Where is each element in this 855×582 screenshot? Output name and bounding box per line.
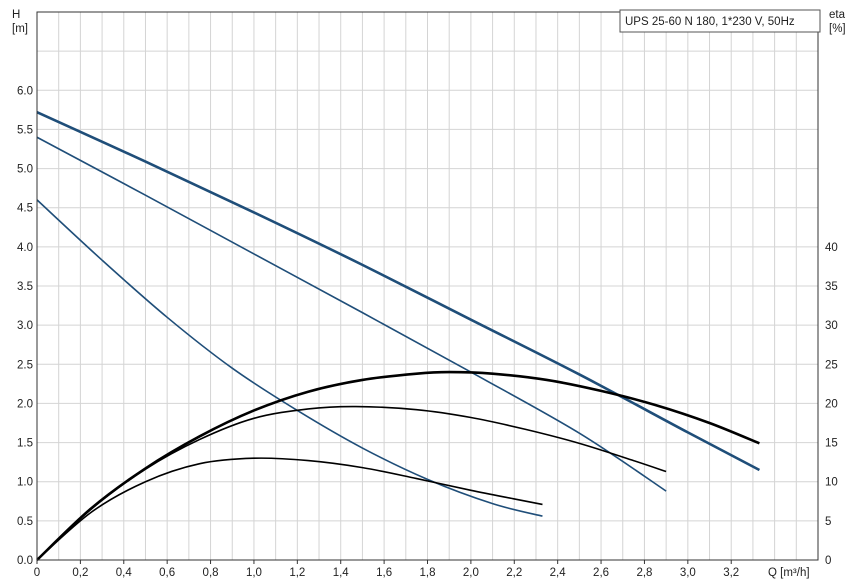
x-tick-label: 0,2 — [72, 567, 88, 579]
y2-tick-label: 10 — [825, 477, 838, 489]
x-tick-labels: 0 0,2 0,4 0,6 0,8 1,0 1,2 1,4 1,6 1,8 2,0 2,2 2,4 2,6… — [34, 560, 739, 579]
legend-title: UPS 25-60 N 180, 1*230 V, 50Hz — [625, 16, 795, 28]
y-tick-label: 4.0 — [17, 242, 33, 254]
y-tick-label: 4.5 — [17, 203, 33, 215]
y-axis-unit: [m] — [12, 23, 28, 35]
x-tick-label: 2,6 — [593, 567, 609, 579]
y-tick-label: 5.5 — [17, 124, 33, 136]
x-tick-label: 1,6 — [376, 567, 392, 579]
x-tick-label: 0 — [34, 567, 40, 579]
x-tick-label: 0,8 — [203, 567, 219, 579]
y-tick-label: 1.5 — [17, 438, 33, 450]
x-tick-label: 1,2 — [289, 567, 305, 579]
curves — [36, 111, 761, 561]
y-tick-label: 6.0 — [17, 85, 33, 97]
y-tick-label: 1.0 — [17, 477, 33, 489]
y-axis-title: H — [12, 9, 20, 21]
y2-axis-title: eta — [829, 9, 846, 21]
efficiency-curve-5 — [36, 405, 667, 561]
y-tick-label: 0.5 — [17, 516, 33, 528]
x-tick-label: 2,2 — [506, 567, 522, 579]
x-tick-label: 3,2 — [723, 567, 739, 579]
y-tick-label: 3.0 — [17, 320, 33, 332]
y-tick-labels: 0.0 0.5 1.0 1.5 2.0 2.5 3.0 3.5 4.0 4.5 5.0 5.5 6.0 — [17, 85, 33, 567]
x-tick-label: 1,4 — [333, 567, 350, 579]
head-curve-1 — [36, 111, 761, 472]
efficiency-curve-6 — [36, 457, 543, 561]
y-tick-label: 3.5 — [17, 281, 33, 293]
y2-tick-label: 15 — [825, 438, 838, 450]
y2-tick-labels: 0 5 10 15 20 25 30 35 40 — [825, 242, 838, 567]
x-tick-label: 1,0 — [246, 567, 262, 579]
x-tick-label: 0,6 — [159, 567, 175, 579]
y-tick-label: 2.0 — [17, 398, 33, 410]
head-curve-2 — [36, 136, 667, 492]
y2-tick-label: 25 — [825, 359, 838, 371]
x-axis-title: Q [m³/h] — [768, 567, 810, 579]
y-tick-label: 2.5 — [17, 359, 33, 371]
y2-tick-label: 5 — [825, 516, 831, 528]
y2-axis-unit: [%] — [829, 23, 846, 35]
y2-tick-label: 20 — [825, 398, 838, 410]
y2-tick-label: 35 — [825, 281, 838, 293]
x-tick-label: 0,4 — [116, 567, 133, 579]
y-tick-label: 0.0 — [17, 555, 33, 567]
y2-tick-label: 40 — [825, 242, 838, 254]
y2-tick-label: 30 — [825, 320, 838, 332]
x-tick-label: 2,0 — [463, 567, 479, 579]
x-tick-label: 2,4 — [550, 567, 567, 579]
x-tick-label: 3,0 — [680, 567, 696, 579]
head-curve-3 — [36, 199, 543, 517]
y2-tick-label: 0 — [825, 555, 831, 567]
x-tick-label: 1,8 — [420, 567, 436, 579]
legend-box — [619, 9, 821, 33]
x-tick-label: 2,8 — [636, 567, 652, 579]
y-tick-label: 5.0 — [17, 164, 33, 176]
